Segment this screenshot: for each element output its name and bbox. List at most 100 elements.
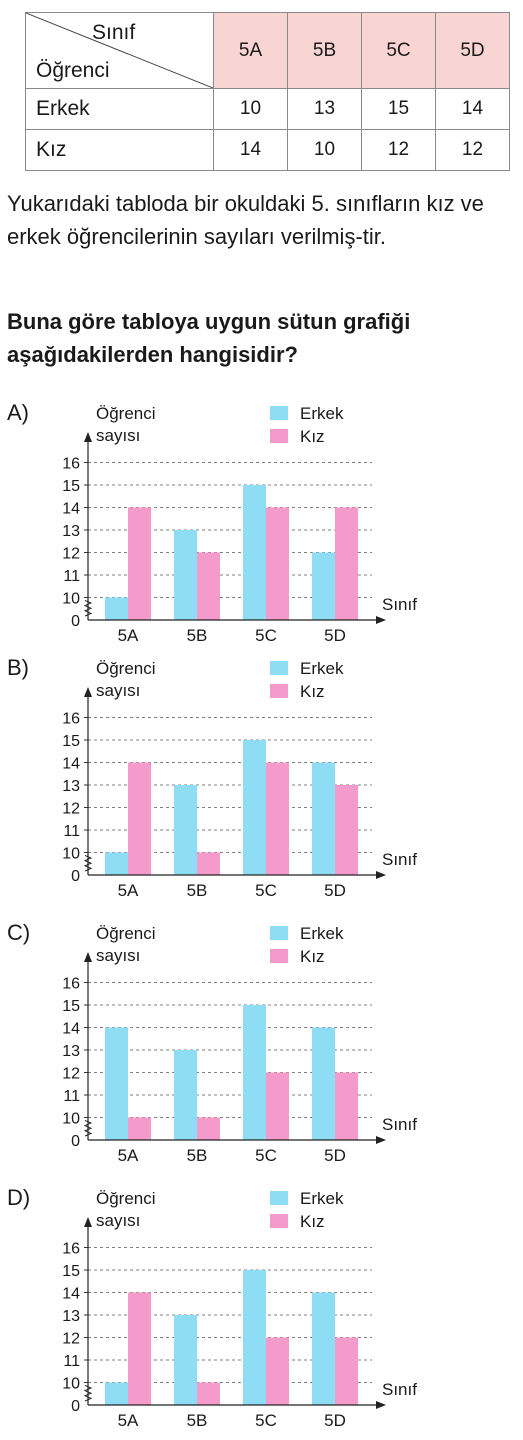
bar bbox=[243, 740, 266, 875]
data-table: Sınıf Öğrenci 5A 5B 5C 5D Erkek 10 13 15… bbox=[25, 12, 510, 171]
x-tick-label: 5D bbox=[324, 881, 346, 900]
bar bbox=[266, 762, 289, 875]
y-tick-label: 0 bbox=[71, 868, 80, 885]
x-tick-label: 5B bbox=[187, 881, 208, 900]
bar bbox=[105, 1382, 128, 1405]
x-tick-label: 5D bbox=[324, 1411, 346, 1430]
y-tick-label: 11 bbox=[63, 1353, 80, 1370]
legend-swatch bbox=[270, 926, 288, 940]
chart-option-b: Öğrenci sayısı Erkek Kız 16 15 14 13 12 11 10 0 5A 5B… bbox=[62, 659, 417, 900]
x-axis-label: Sınıf bbox=[382, 595, 417, 614]
bar bbox=[105, 852, 128, 875]
x-tick-label: 5A bbox=[118, 881, 139, 900]
y-axis-arrow bbox=[84, 1217, 92, 1227]
table-cell: 15 bbox=[361, 88, 436, 130]
legend-label: Kız bbox=[300, 947, 325, 966]
y-axis-label: sayısı bbox=[96, 426, 140, 445]
y-tick-label: 16 bbox=[62, 976, 80, 993]
row-label-erkek: Erkek bbox=[25, 88, 214, 130]
table-header-class: 5C bbox=[361, 12, 436, 89]
legend-label: Erkek bbox=[300, 659, 344, 678]
y-axis-label: sayısı bbox=[96, 681, 140, 700]
y-tick-label: 0 bbox=[71, 1398, 80, 1415]
bar bbox=[335, 785, 358, 875]
corner-diagonal bbox=[26, 13, 213, 88]
axis-break bbox=[83, 599, 93, 617]
x-tick-label: 5A bbox=[118, 626, 139, 645]
table-cell: 10 bbox=[213, 88, 288, 130]
x-axis-arrow bbox=[376, 616, 386, 624]
y-axis-label: Öğrenci bbox=[96, 924, 156, 943]
y-tick-label: 15 bbox=[62, 733, 80, 750]
x-axis-arrow bbox=[376, 1136, 386, 1144]
bar bbox=[335, 507, 358, 620]
legend-label: Erkek bbox=[300, 1189, 344, 1208]
x-axis-label: Sınıf bbox=[382, 1115, 417, 1134]
bar bbox=[197, 1382, 220, 1405]
bar bbox=[105, 597, 128, 620]
legend-label: Kız bbox=[300, 682, 325, 701]
corner-label-student: Öğrenci bbox=[36, 59, 110, 82]
option-c[interactable]: C) Öğrenci sayısı Erkek Kız 16 15 14 13 12 11 10 0 5… bbox=[0, 920, 523, 1175]
bar bbox=[312, 552, 335, 620]
x-axis-label: Sınıf bbox=[382, 850, 417, 869]
option-letter: C) bbox=[7, 920, 31, 945]
x-axis-arrow bbox=[376, 871, 386, 879]
bar bbox=[266, 1072, 289, 1140]
y-axis-label: sayısı bbox=[96, 1211, 140, 1230]
y-tick-label: 12 bbox=[62, 546, 80, 563]
y-tick-label: 14 bbox=[62, 1286, 80, 1303]
y-tick-label: 16 bbox=[62, 456, 80, 473]
option-b[interactable]: B) Öğrenci sayısı Erkek Kız 16 15 14 13 12 11 10 0 5… bbox=[0, 655, 523, 910]
y-axis-label: sayısı bbox=[96, 946, 140, 965]
table-cell: 14 bbox=[213, 129, 288, 171]
bar bbox=[174, 530, 197, 620]
y-tick-label: 15 bbox=[62, 1263, 80, 1280]
table-header-class: 5D bbox=[435, 12, 510, 89]
y-tick-label: 11 bbox=[63, 568, 80, 585]
legend-swatch bbox=[270, 429, 288, 443]
x-tick-label: 5B bbox=[187, 1146, 208, 1165]
chart-option-d: Öğrenci sayısı Erkek Kız 16 15 14 13 12 11 10 0 5A 5B… bbox=[62, 1189, 417, 1430]
x-axis-arrow bbox=[376, 1401, 386, 1409]
y-tick-label: 0 bbox=[71, 613, 80, 630]
x-tick-label: 5A bbox=[118, 1146, 139, 1165]
y-axis-arrow bbox=[84, 687, 92, 697]
chart-option-c: Öğrenci sayısı Erkek Kız 16 15 14 13 12 11 10 0 5A 5B… bbox=[62, 924, 417, 1165]
bar bbox=[266, 507, 289, 620]
legend-swatch bbox=[270, 406, 288, 420]
y-tick-label: 13 bbox=[62, 523, 80, 540]
x-tick-label: 5C bbox=[255, 881, 277, 900]
axis-break bbox=[83, 854, 93, 872]
option-d[interactable]: D) Öğrenci sayısı Erkek Kız 16 15 14 13 12 11 10 0 5… bbox=[0, 1185, 523, 1440]
legend-swatch bbox=[270, 949, 288, 963]
x-tick-label: 5C bbox=[255, 1411, 277, 1430]
chart-option-a: Öğrenci sayısı Erkek Kız 16 15 14 13 12 11 10 0 5A 5B… bbox=[62, 404, 417, 645]
y-tick-label: 11 bbox=[63, 1088, 80, 1105]
table-header-row: Sınıf Öğrenci 5A 5B 5C 5D bbox=[25, 12, 510, 89]
intro-paragraph: Yukarıdaki tabloda bir okuldaki 5. sınıf… bbox=[7, 191, 484, 249]
option-a[interactable]: A) Öğrenci sayısı Erkek Kız 16 15 14 13 12 11 10 0 5… bbox=[0, 400, 523, 655]
y-tick-label: 10 bbox=[62, 1376, 80, 1393]
legend-label: Kız bbox=[300, 427, 325, 446]
y-tick-label: 13 bbox=[62, 1308, 80, 1325]
bar bbox=[312, 1027, 335, 1140]
y-tick-label: 15 bbox=[62, 998, 80, 1015]
y-tick-label: 12 bbox=[62, 1066, 80, 1083]
x-tick-label: 5D bbox=[324, 626, 346, 645]
x-tick-label: 5B bbox=[187, 626, 208, 645]
option-letter: B) bbox=[7, 655, 29, 680]
y-tick-label: 14 bbox=[62, 1021, 80, 1038]
option-letter: D) bbox=[7, 1185, 31, 1210]
bar bbox=[128, 1117, 151, 1140]
y-tick-label: 10 bbox=[62, 591, 80, 608]
x-axis-label: Sınıf bbox=[382, 1380, 417, 1399]
bar bbox=[105, 1027, 128, 1140]
y-tick-label: 14 bbox=[62, 756, 80, 773]
legend-swatch bbox=[270, 661, 288, 675]
bar bbox=[128, 507, 151, 620]
bar bbox=[197, 1117, 220, 1140]
table-cell: 10 bbox=[287, 129, 362, 171]
x-tick-label: 5C bbox=[255, 1146, 277, 1165]
axis-break bbox=[83, 1119, 93, 1137]
